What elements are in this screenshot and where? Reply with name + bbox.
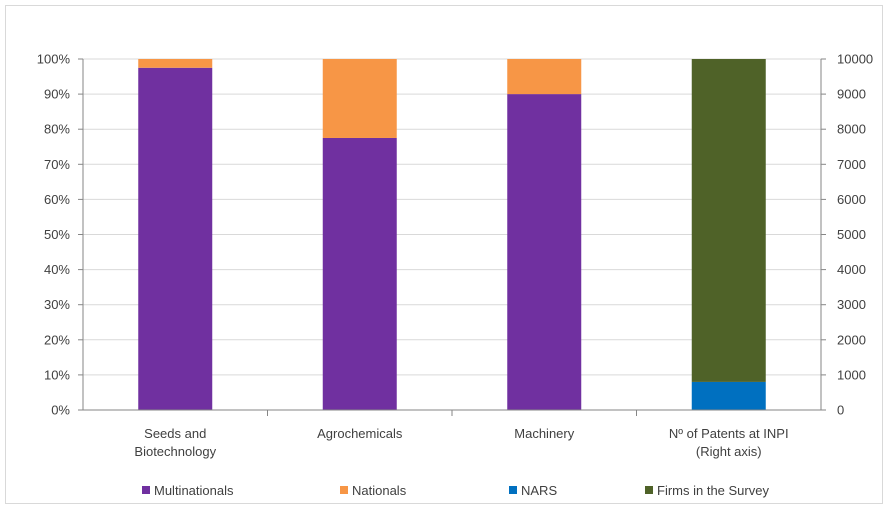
axes: 0% 10% 20% 30% 40% 50% 60% 70% 80% 90% 100% 0 1000 20… — [37, 52, 873, 460]
legend-label: Nationals — [352, 483, 407, 498]
left-tick-label: 100% — [37, 52, 71, 67]
legend-label: Multinationals — [154, 483, 234, 498]
right-tick-label: 9000 — [837, 87, 866, 102]
right-tick-label: 10000 — [837, 52, 873, 67]
bar-segment — [322, 59, 397, 138]
right-tick-label: 2000 — [837, 332, 866, 347]
bar-segment — [691, 59, 766, 382]
bar-segment — [507, 94, 582, 410]
left-tick-label: 0% — [51, 403, 70, 418]
legend-label: Firms in the Survey — [657, 483, 769, 498]
left-tick-label: 80% — [44, 122, 70, 137]
legend-label: NARS — [521, 483, 557, 498]
bars — [138, 59, 766, 411]
left-tick-label: 50% — [44, 227, 70, 242]
left-tick-label: 40% — [44, 262, 70, 277]
bar-segment — [138, 59, 213, 68]
right-tick-label: 5000 — [837, 227, 866, 242]
legend: Multinationals Nationals NARS Firms in the … — [142, 483, 769, 498]
bar-segment — [322, 137, 397, 410]
left-tick-label: 20% — [44, 332, 70, 347]
left-tick-label: 30% — [44, 297, 70, 312]
legend-swatch — [645, 486, 653, 494]
right-tick-label: 0 — [837, 403, 844, 418]
legend-swatch — [142, 486, 150, 494]
left-tick-label: 70% — [44, 157, 70, 172]
category-label: Machinery — [514, 426, 574, 441]
bar-segment — [138, 67, 213, 411]
legend-swatch — [340, 486, 348, 494]
bar-segment — [691, 381, 766, 410]
left-tick-label: 60% — [44, 192, 70, 207]
right-tick-label: 7000 — [837, 157, 866, 172]
right-tick-label: 3000 — [837, 297, 866, 312]
right-tick-label: 4000 — [837, 262, 866, 277]
legend-swatch — [509, 486, 517, 494]
category-label: Nº of Patents at INPI (Right axis) — [669, 426, 789, 459]
right-tick-label: 8000 — [837, 122, 866, 137]
left-tick-label: 90% — [44, 87, 70, 102]
left-tick-label: 10% — [44, 367, 70, 382]
category-label: Seeds and Biotechnology — [134, 426, 216, 459]
category-label: Agrochemicals — [317, 426, 403, 441]
right-tick-label: 1000 — [837, 367, 866, 382]
right-tick-label: 6000 — [837, 192, 866, 207]
bar-segment — [507, 59, 582, 95]
